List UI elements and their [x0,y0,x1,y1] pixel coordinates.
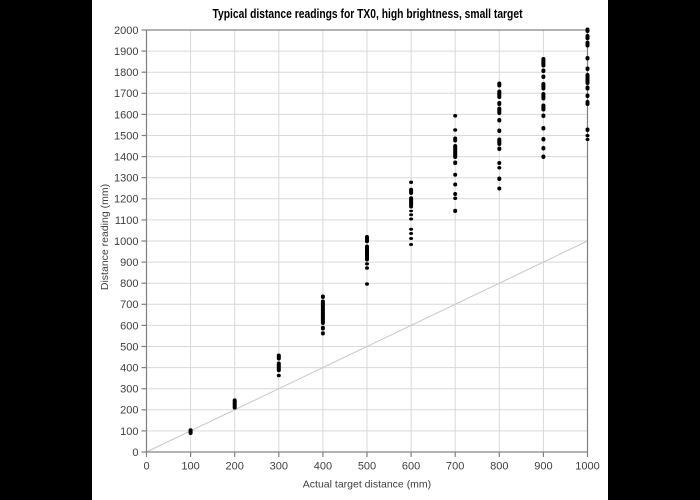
svg-text:Actual target distance (mm): Actual target distance (mm) [303,479,431,491]
svg-text:1700: 1700 [114,88,138,100]
svg-text:200: 200 [226,461,244,473]
svg-text:0: 0 [143,461,149,473]
svg-text:800: 800 [120,278,138,290]
svg-text:300: 300 [120,384,138,396]
svg-text:700: 700 [120,299,138,311]
svg-text:600: 600 [402,461,420,473]
svg-text:400: 400 [314,461,332,473]
svg-text:1300: 1300 [114,173,138,185]
svg-text:1500: 1500 [114,130,138,142]
svg-text:Distance reading (mm): Distance reading (mm) [99,184,111,290]
svg-text:700: 700 [446,461,464,473]
svg-text:1000: 1000 [114,236,138,248]
svg-text:200: 200 [120,405,138,417]
svg-text:Typical distance readings for: Typical distance readings for TX0, high … [213,6,524,21]
svg-text:400: 400 [120,363,138,375]
svg-text:0: 0 [132,447,138,459]
svg-text:1900: 1900 [114,46,138,58]
svg-text:900: 900 [534,461,552,473]
svg-text:500: 500 [120,341,138,353]
svg-text:300: 300 [270,461,288,473]
svg-text:1000: 1000 [575,461,599,473]
svg-text:1100: 1100 [115,215,139,227]
svg-text:1800: 1800 [114,67,138,79]
svg-text:800: 800 [490,461,508,473]
svg-text:2000: 2000 [114,25,138,37]
svg-text:1400: 1400 [114,152,138,164]
svg-text:100: 100 [181,461,199,473]
svg-text:1200: 1200 [114,194,138,206]
svg-text:100: 100 [120,426,138,438]
svg-text:1600: 1600 [114,109,138,121]
svg-text:500: 500 [358,461,376,473]
svg-text:900: 900 [120,257,138,269]
svg-text:600: 600 [120,320,138,332]
